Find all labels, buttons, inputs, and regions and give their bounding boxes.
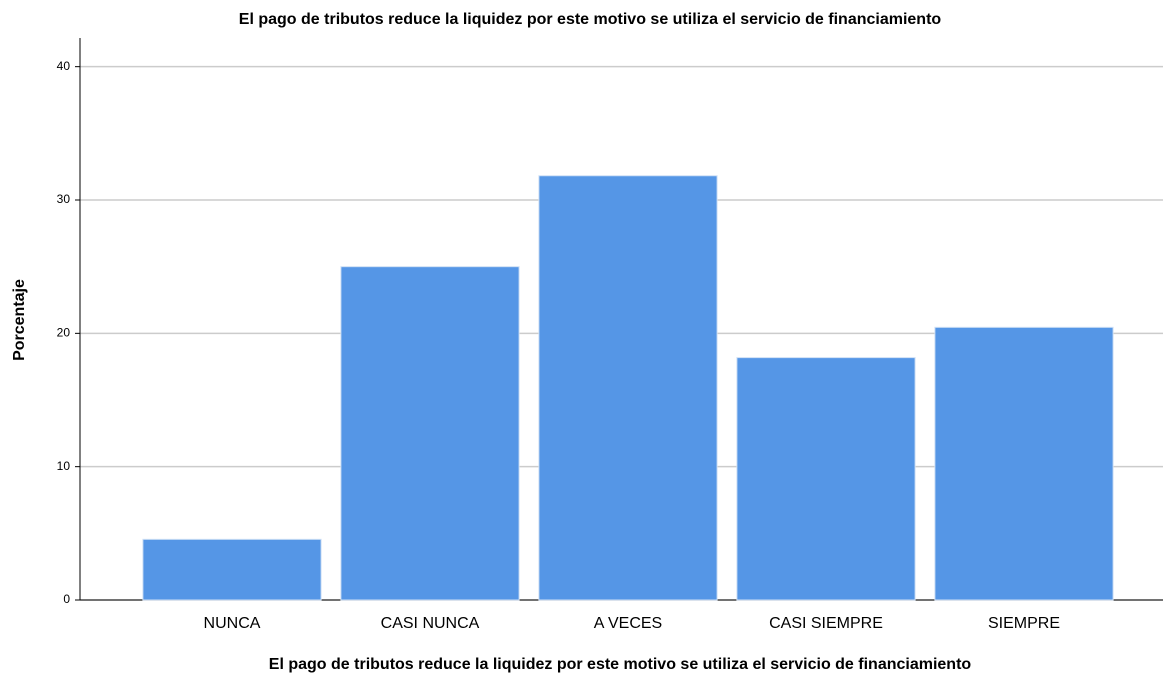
x-axis-label: El pago de tributos reduce la liquidez p… [269,656,972,673]
y-tick-label: 0 [63,592,70,606]
bar [538,175,718,601]
bar [736,357,916,601]
x-tick-label: SIEMPRE [988,615,1060,632]
y-axis-label: Porcentaje [11,279,28,361]
bar [934,326,1114,601]
bar [142,538,322,601]
x-tick-label: CASI SIEMPRE [769,615,883,632]
x-tick-label: NUNCA [204,615,261,632]
x-tick-label: A VECES [594,615,662,632]
y-tick-label: 20 [57,326,71,340]
y-tick-label: 10 [57,459,71,473]
y-tick-label: 40 [57,59,71,73]
chart-title: El pago de tributos reduce la liquidez p… [239,11,942,28]
y-tick-label: 30 [57,192,71,206]
bar [340,266,520,601]
x-tick-label: CASI NUNCA [381,615,480,632]
